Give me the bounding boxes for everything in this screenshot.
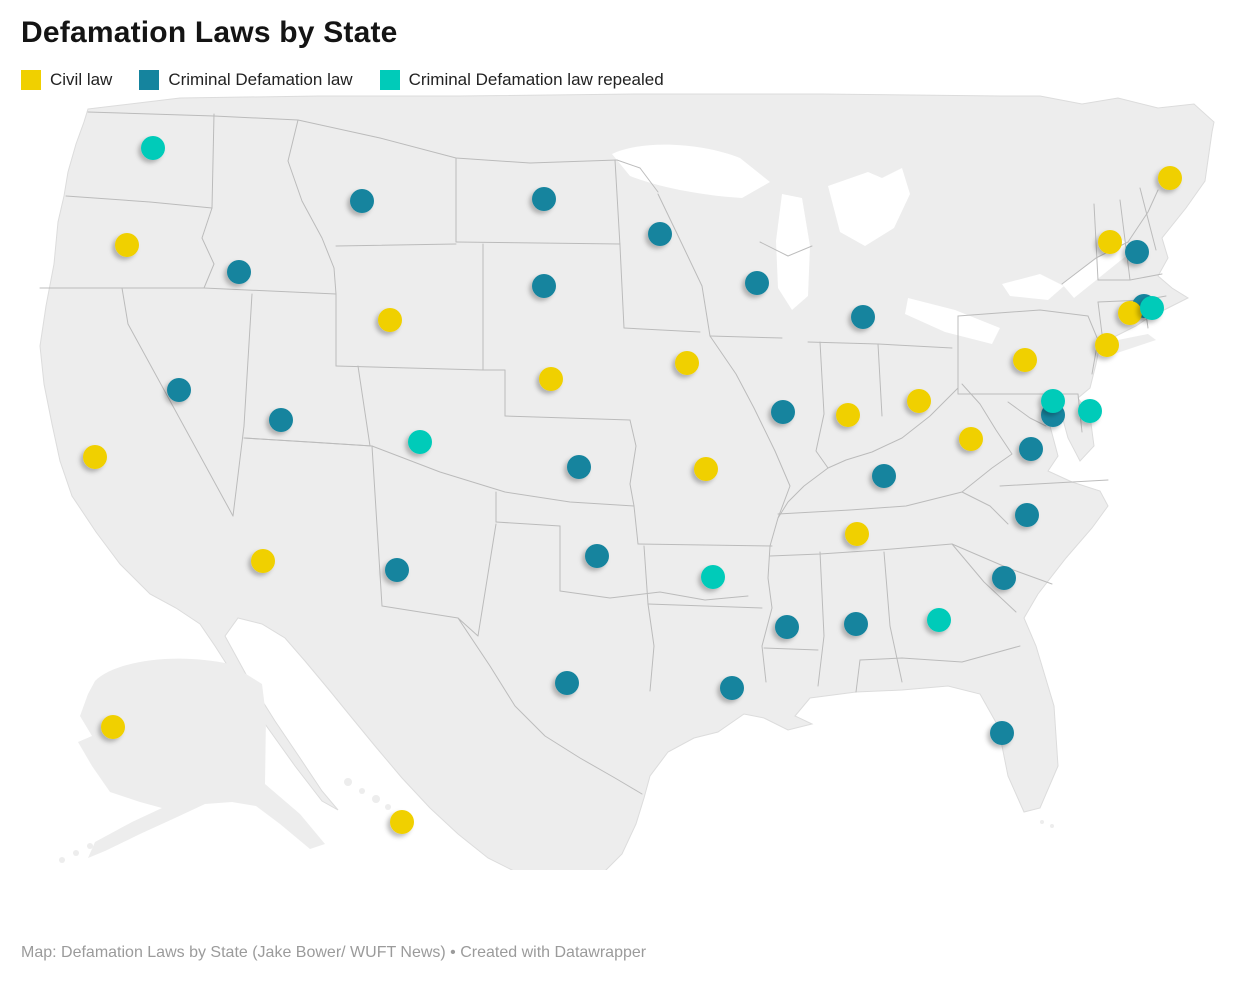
map-symbol-georgia[interactable] [927,608,951,632]
legend: Civil law Criminal Defamation law Criminal… [0,50,1240,90]
map-symbol-south-carolina[interactable] [992,566,1016,590]
alaska-shape [78,658,325,858]
map-symbol-kansas[interactable] [567,455,591,479]
map-symbol-oregon[interactable] [115,233,139,257]
lake-ontario [1002,274,1064,300]
lake-superior [612,144,770,198]
map-symbol-colorado[interactable] [408,430,432,454]
legend-swatch-repealed [379,70,400,90]
map-symbol-hawaii[interactable] [390,810,414,834]
map-symbol-alabama[interactable] [844,612,868,636]
map-symbol-arizona[interactable] [251,549,275,573]
map-symbol-iowa[interactable] [675,351,699,375]
legend-item-criminal[interactable]: Criminal Defamation law [139,70,353,90]
map-symbol-minnesota[interactable] [648,222,672,246]
map-symbol-montana[interactable] [350,189,374,213]
map-symbol-idaho[interactable] [227,260,251,284]
map-symbol-oklahoma[interactable] [585,544,609,568]
legend-label-repealed: Criminal Defamation law repealed [408,70,664,89]
map-symbol-pennsylvania[interactable] [1013,348,1037,372]
map-symbol-connecticut[interactable] [1118,301,1142,325]
map-container [0,92,1240,870]
map-symbol-virginia[interactable] [1019,437,1043,461]
great-lakes [612,144,1136,344]
aleutian-island [73,850,79,856]
map-symbol-maryland[interactable] [1041,389,1065,413]
hawaii-island [372,795,380,803]
legend-item-repealed[interactable]: Criminal Defamation law repealed [379,70,664,90]
map-symbol-south-dakota[interactable] [532,274,556,298]
map-symbol-utah[interactable] [269,408,293,432]
florida-key [1040,820,1044,824]
map-symbol-florida[interactable] [990,721,1014,745]
lake-erie [905,298,1000,344]
state-borders [39,111,1167,795]
map-symbol-new-hampshire[interactable] [1125,240,1149,264]
landmass [39,93,1215,870]
florida-key [1050,824,1054,828]
chart-header: Defamation Laws by State [0,0,1240,50]
map-symbol-alaska[interactable] [101,715,125,739]
map-symbol-north-dakota[interactable] [532,187,556,211]
legend-label-civil: Civil law [50,70,113,89]
map-symbol-ohio[interactable] [907,389,931,413]
hawaii-island [359,788,365,794]
us-symbol-map [39,93,1215,870]
legend-swatch-criminal [139,70,160,90]
map-symbol-washington[interactable] [141,136,165,160]
legend-swatch-civil [21,70,41,90]
legend-label-criminal: Criminal Defamation law [168,70,353,89]
lake-michigan [776,194,810,310]
legend-item-civil[interactable]: Civil law [21,70,112,90]
hawaii-island [344,778,352,786]
map-symbol-texas[interactable] [555,671,579,695]
map-symbol-wisconsin[interactable] [745,271,769,295]
map-symbol-illinois[interactable] [771,400,795,424]
state-symbols [83,136,1182,834]
map-symbol-new-york[interactable] [1095,333,1119,357]
map-symbol-tennessee[interactable] [845,522,869,546]
long-island-shape [1108,334,1156,354]
map-symbol-louisiana[interactable] [720,676,744,700]
map-symbol-california[interactable] [83,445,107,469]
map-symbol-maine[interactable] [1158,166,1182,190]
continent-shape [39,93,1215,870]
hawaii-island [385,804,391,810]
map-symbol-rhode-island[interactable] [1140,296,1164,320]
chart-footer-caption: Map: Defamation Laws by State (Jake Bowe… [21,944,647,961]
st-lawrence-river [1062,240,1136,298]
map-symbol-north-carolina[interactable] [1015,503,1039,527]
chart-title: Defamation Laws by State [21,16,398,49]
map-symbol-new-mexico[interactable] [385,558,409,582]
map-symbol-nevada[interactable] [167,378,191,402]
map-symbol-arkansas[interactable] [701,565,725,589]
lake-huron [828,168,910,246]
aleutian-island [59,857,65,863]
map-symbol-delaware[interactable] [1078,399,1102,423]
map-symbol-indiana[interactable] [836,403,860,427]
map-symbol-michigan[interactable] [851,305,875,329]
map-symbol-missouri[interactable] [694,457,718,481]
map-symbol-mississippi[interactable] [775,615,799,639]
map-symbol-vermont[interactable] [1098,230,1122,254]
aleutian-island [87,843,93,849]
map-symbol-kentucky[interactable] [872,464,896,488]
map-symbol-wyoming[interactable] [378,308,402,332]
map-symbol-nebraska[interactable] [539,367,563,391]
map-symbol-west-virginia[interactable] [959,427,983,451]
